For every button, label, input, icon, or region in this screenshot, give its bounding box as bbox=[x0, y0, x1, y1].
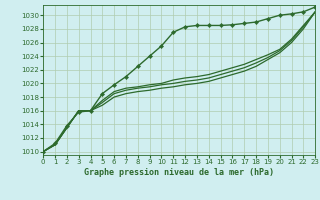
X-axis label: Graphe pression niveau de la mer (hPa): Graphe pression niveau de la mer (hPa) bbox=[84, 168, 274, 177]
